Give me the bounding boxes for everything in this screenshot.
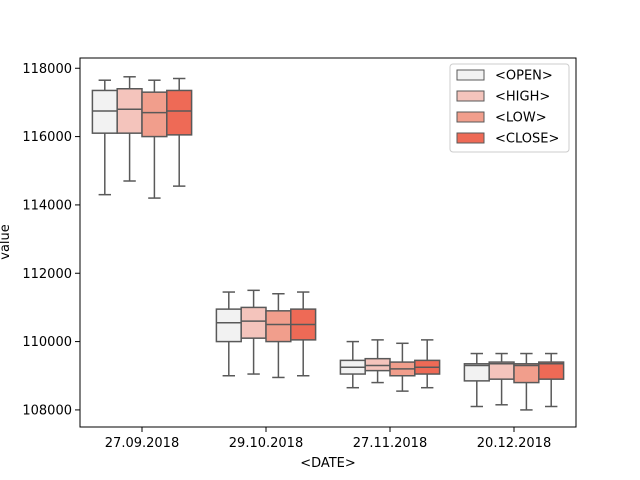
y-tick-label: 116000 bbox=[22, 130, 72, 145]
box-body bbox=[240, 306, 267, 339]
box-1-2 bbox=[364, 339, 391, 384]
legend-swatch bbox=[456, 90, 485, 102]
y-tick-label: 112000 bbox=[22, 267, 72, 282]
plot-frame bbox=[79, 57, 577, 428]
box-2-1 bbox=[265, 293, 292, 379]
box-body bbox=[488, 361, 515, 380]
box-body bbox=[141, 91, 168, 138]
box-body bbox=[116, 88, 143, 134]
box-1-0 bbox=[116, 76, 143, 182]
x-axis-label: <DATE> bbox=[300, 456, 356, 471]
legend-swatch bbox=[456, 111, 485, 123]
box-2-0 bbox=[141, 79, 168, 199]
legend-swatch bbox=[456, 69, 485, 81]
legend-frame bbox=[449, 63, 570, 153]
legend-label: <CLOSE> bbox=[495, 132, 559, 147]
box-body bbox=[538, 361, 565, 380]
y-tick-label: 114000 bbox=[22, 198, 72, 213]
legend-label: <OPEN> bbox=[495, 69, 553, 84]
legend: <OPEN> <HIGH> <LOW> <CLOSE> bbox=[449, 63, 570, 153]
x-tick-label: 27.09.2018 bbox=[105, 436, 179, 451]
x-tick-label: 20.12.2018 bbox=[477, 436, 551, 451]
box-1-3 bbox=[488, 352, 515, 406]
box-body bbox=[265, 310, 292, 343]
box-2-2 bbox=[389, 342, 416, 392]
legend-label: <LOW> bbox=[495, 111, 547, 126]
y-axis-ticks: 108000 110000 112000 114000 116000 118000 bbox=[22, 62, 80, 418]
box-0-3 bbox=[463, 352, 490, 408]
legend-label: <HIGH> bbox=[495, 90, 550, 105]
box-series bbox=[91, 76, 565, 411]
y-axis-label: value bbox=[0, 224, 13, 260]
box-0-0 bbox=[91, 79, 118, 196]
box-body bbox=[166, 89, 193, 136]
y-tick-label: 108000 bbox=[22, 403, 72, 418]
box-3-0 bbox=[166, 77, 193, 187]
y-tick-label: 118000 bbox=[22, 62, 72, 77]
box-body bbox=[91, 89, 118, 134]
box-2-3 bbox=[513, 352, 540, 411]
y-tick-label: 110000 bbox=[22, 335, 72, 350]
legend-swatch bbox=[456, 132, 485, 144]
x-tick-label: 27.11.2018 bbox=[353, 436, 427, 451]
box-1-1 bbox=[240, 289, 267, 375]
box-3-2 bbox=[414, 339, 441, 389]
box-body bbox=[364, 357, 391, 372]
box-body bbox=[463, 363, 490, 382]
box-3-3 bbox=[538, 352, 565, 408]
box-body bbox=[215, 308, 242, 343]
x-axis-ticks: 27.09.2018 29.10.2018 27.11.2018 20.12.2018 bbox=[105, 427, 551, 451]
x-tick-label: 29.10.2018 bbox=[229, 436, 303, 451]
box-0-2 bbox=[339, 340, 366, 389]
box-3-1 bbox=[290, 291, 317, 377]
box-body bbox=[513, 363, 540, 384]
box-0-1 bbox=[215, 291, 242, 377]
